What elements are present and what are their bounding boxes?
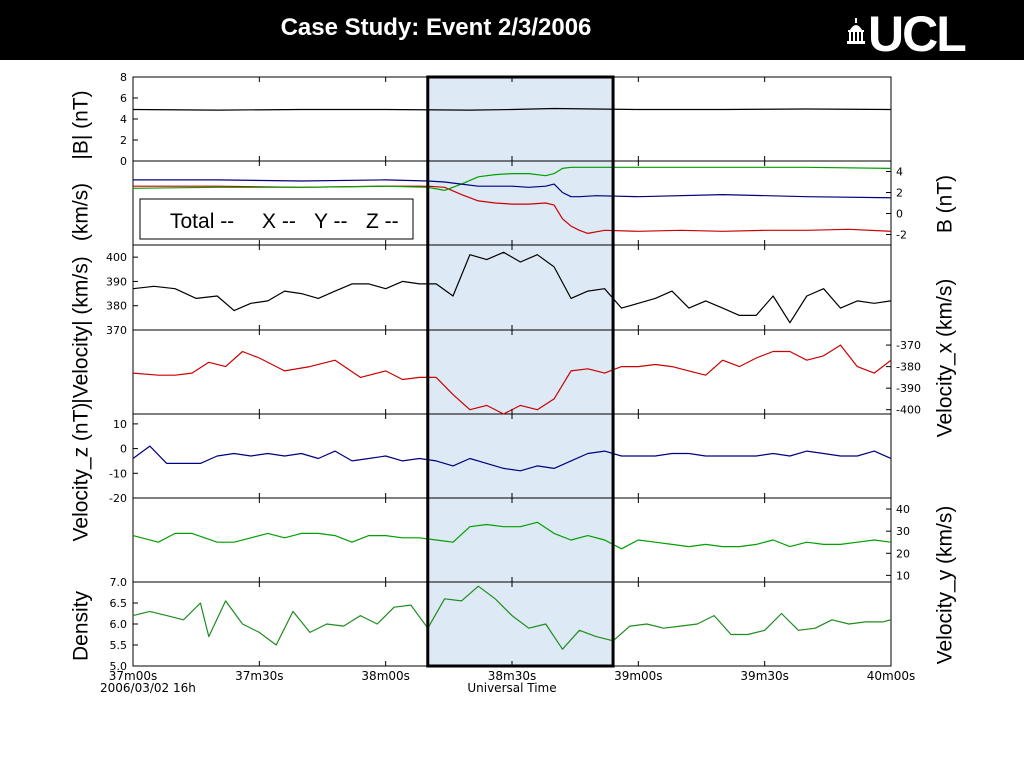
series-line — [133, 179, 892, 199]
y-axis-label-left: Velocity_z (nT) — [70, 403, 93, 542]
legend-box — [139, 198, 414, 240]
x-tick-label: 39m00s — [614, 669, 662, 683]
series-line — [132, 521, 892, 550]
y-tick-label: 2 — [120, 134, 127, 147]
ucl-logo: UCL — [846, 6, 996, 62]
y-tick-label: 40 — [896, 503, 910, 516]
y-tick-label: -380 — [896, 361, 921, 374]
y-tick-label: 5.5 — [110, 639, 128, 652]
y-tick-label: 20 — [896, 547, 910, 560]
legend-entry: Z -- — [366, 210, 399, 233]
y-axis-label-right: Velocity_y (km/s) — [934, 506, 957, 665]
y-axis-label-left: |B| (nT) — [70, 90, 93, 159]
event-selection-box — [426, 75, 615, 668]
y-tick-label: 0 — [120, 155, 127, 168]
y-axis-label-left: (km/s) — [70, 183, 93, 241]
y-tick-label: 6.5 — [110, 597, 128, 610]
x-tick-label: 40m00s — [867, 669, 915, 683]
series-line — [132, 585, 892, 650]
y-tick-label: 2 — [896, 187, 903, 200]
x-tick-label: 38m30s — [488, 669, 536, 683]
series-line — [132, 344, 892, 415]
y-tick-label: -370 — [896, 339, 921, 352]
y-tick-label: 10 — [896, 569, 910, 582]
series-line — [132, 107, 892, 111]
series-line — [132, 445, 892, 472]
x-tick-label: 37m00s — [109, 669, 157, 683]
x-axis-label: Universal Time — [467, 681, 556, 695]
y-axis-label-left: Density — [70, 590, 93, 661]
y-tick-label: 10 — [113, 418, 127, 431]
y-tick-label: 4 — [896, 166, 903, 179]
y-tick-label: 0 — [120, 443, 127, 456]
legend-entry: Y -- — [314, 210, 347, 233]
slide-header: Case Study: Event 2/3/2006 UCL — [0, 0, 1024, 62]
y-tick-label: 6 — [120, 92, 127, 105]
y-tick-label: 30 — [896, 525, 910, 538]
portico-icon — [847, 18, 865, 44]
y-tick-label: 4 — [120, 113, 127, 126]
slide-title: Case Study: Event 2/3/2006 — [280, 14, 592, 41]
date-label: 2006/03/02 16h — [100, 681, 196, 695]
highlight-band — [427, 77, 614, 666]
y-tick-label: 380 — [106, 300, 127, 313]
series-line — [132, 251, 892, 324]
y-tick-label: 400 — [106, 251, 127, 264]
y-axis-label-right: B (nT) — [934, 175, 957, 233]
y-tick-label: 370 — [106, 324, 127, 337]
series-line — [132, 166, 892, 191]
y-axis-label-right: Velocity_x (km/s) — [934, 279, 957, 438]
y-tick-label: -400 — [896, 404, 921, 417]
y-axis-label-left: |Velocity| (km/s) — [70, 256, 93, 403]
legend-entry: X -- — [262, 210, 296, 233]
y-tick-label: -390 — [896, 382, 921, 395]
y-tick-label: 0 — [896, 208, 903, 221]
y-tick-label: 7.0 — [110, 576, 128, 589]
y-tick-label: 6.0 — [110, 618, 128, 631]
y-tick-label: 8 — [120, 71, 127, 84]
legend-entry: Total -- — [170, 210, 234, 233]
y-tick-label: 5.0 — [110, 660, 128, 673]
y-tick-label: -20 — [109, 492, 127, 505]
x-tick-label: 38m00s — [361, 669, 409, 683]
y-tick-label: 390 — [106, 275, 127, 288]
y-tick-label: -2 — [896, 229, 907, 242]
logo-text: UCL — [868, 6, 967, 62]
x-tick-label: 37m30s — [235, 669, 283, 683]
x-tick-label: 39m30s — [740, 669, 788, 683]
y-tick-label: -10 — [109, 467, 127, 480]
multi-panel-plot: 86420420-2400390380370-370-380-390-40010… — [70, 71, 957, 695]
